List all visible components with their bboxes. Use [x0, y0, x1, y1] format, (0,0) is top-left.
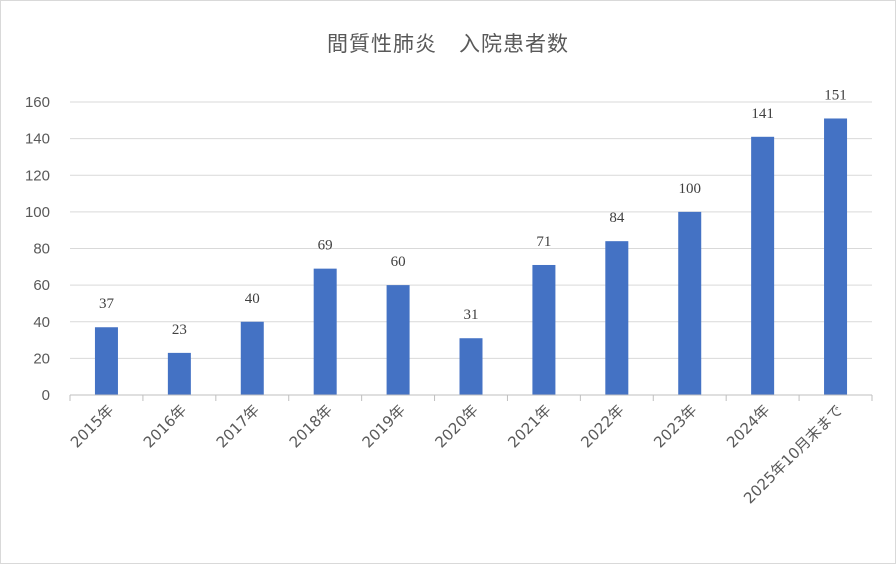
bar [751, 136, 775, 395]
gridlines [70, 101, 872, 359]
y-tick-label: 160 [25, 94, 50, 111]
data-label: 31 [464, 307, 479, 323]
data-labels: 37 23 40 69 60 31 71 84 100 141 151 [99, 87, 847, 337]
bar [824, 118, 848, 395]
y-tick-label: 80 [33, 241, 50, 258]
data-label: 23 [172, 322, 187, 338]
y-tick-label: 120 [25, 167, 50, 184]
bar [532, 264, 556, 395]
category-label: 2019年 [359, 401, 409, 451]
bars [94, 118, 848, 395]
category-label: 2021年 [504, 401, 554, 451]
category-label: 2020年 [431, 401, 481, 451]
category-label: 2018年 [286, 401, 336, 451]
data-label: 60 [391, 254, 406, 270]
data-label: 151 [824, 87, 847, 103]
bar [313, 268, 337, 395]
x-axis [69, 394, 873, 401]
chart-title: 間質性肺炎 入院患者数 [327, 32, 569, 56]
category-label: 2023年 [650, 401, 700, 451]
category-labels: 2015年 2016年 2017年 2018年 2019年 2020年 2021年 2022年… [67, 401, 846, 507]
data-label: 141 [751, 106, 774, 122]
data-label: 71 [536, 234, 551, 250]
category-label: 2022年 [577, 401, 627, 451]
category-label: 2015年 [67, 401, 117, 451]
category-label: 2017年 [213, 401, 263, 451]
bar [167, 352, 191, 395]
y-tick-label: 20 [33, 350, 50, 367]
bar [386, 285, 410, 395]
y-tick-label: 140 [25, 131, 50, 148]
bar [240, 321, 264, 395]
category-label: 2024年 [723, 401, 773, 451]
data-label: 37 [99, 296, 115, 312]
y-axis-ticks: 0 20 40 60 80 100 120 140 160 [25, 94, 50, 404]
data-label: 84 [609, 210, 625, 226]
bar [94, 327, 118, 395]
y-tick-label: 40 [33, 314, 50, 331]
y-tick-label: 0 [42, 387, 50, 404]
bar [605, 241, 629, 395]
data-label: 69 [318, 238, 333, 254]
data-label: 100 [678, 181, 701, 197]
bar [459, 338, 483, 395]
bar [678, 211, 702, 395]
data-label: 40 [245, 291, 260, 307]
y-tick-label: 60 [33, 277, 50, 294]
category-label: 2016年 [140, 401, 190, 451]
y-tick-label: 100 [25, 204, 50, 221]
